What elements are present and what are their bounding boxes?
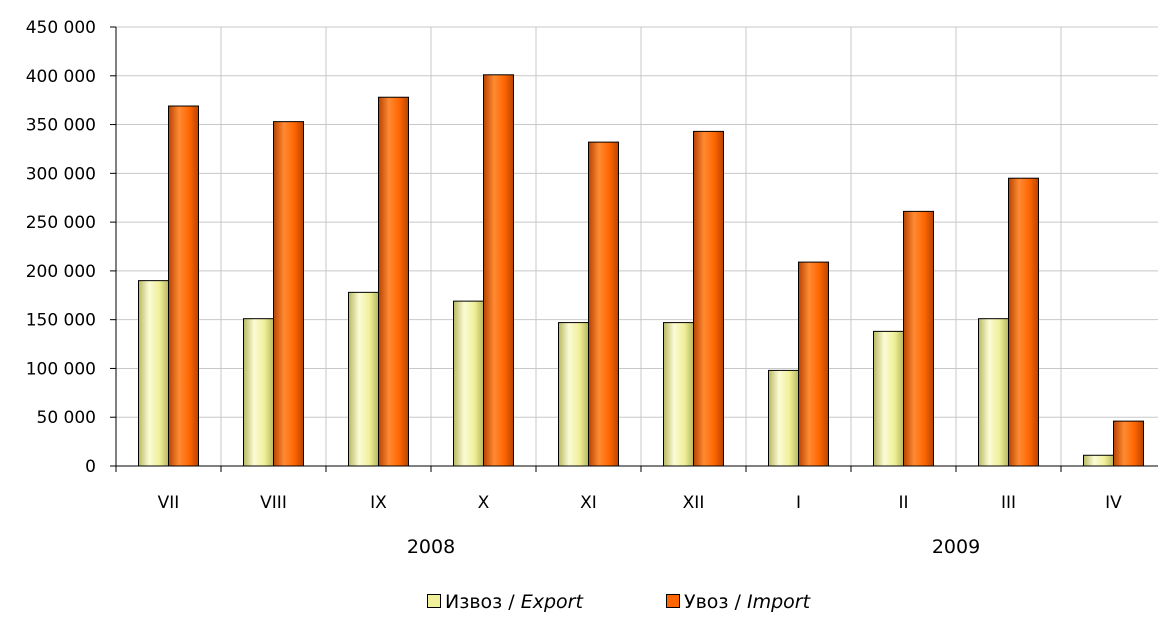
legend-label-import-sep: / [728,591,747,613]
bar-import-VIII [273,121,304,467]
x-tick-label: II [898,493,908,513]
axes [110,26,1158,472]
x-tick-label: XI [580,493,597,513]
y-tick-label: 50 000 [37,408,96,428]
legend-swatch-import [666,593,680,608]
y-tick-label: 450 000 [26,18,96,38]
bar-import-XI [588,141,619,467]
x-tick-label: VIII [260,493,287,513]
y-tick-label: 100 000 [26,359,96,379]
year-group-labels: 2008 2009 [407,536,980,558]
legend-item-import: Увоз / Import [666,591,810,613]
legend: Извоз / Export Увоз / Import [0,591,1158,613]
bar-export-XII [663,322,694,467]
bar-export-II [873,330,904,467]
bar-import-VII [168,105,199,467]
bar-export-IX [348,291,379,467]
legend-item-export: Извоз / Export [427,591,583,613]
bar-export-I [768,369,799,467]
x-tick-label: III [1001,493,1016,513]
y-axis-ticks: 0 50 000 100 000 150 000 200 000 250 000 300 0… [26,18,96,477]
x-tick-label: XII [683,493,705,513]
bar-import-III [1008,177,1039,467]
x-axis-ticks: VII VIII IX X XI XII I II III IV [158,493,1123,513]
bar-export-IV [1083,454,1114,467]
legend-label-export-plain: Извоз [445,591,503,613]
x-tick-label: X [478,493,490,513]
bar-import-XII [693,130,724,467]
y-tick-label: 300 000 [26,164,96,184]
bar-import-II [903,210,934,467]
bar-import-X [483,74,514,467]
bars [138,74,1144,467]
legend-label-import-en: Import [747,591,811,613]
y-tick-label: 350 000 [26,116,96,136]
x-tick-label: I [796,493,801,513]
y-tick-label: 400 000 [26,67,96,87]
year-group-label: 2009 [932,536,980,558]
legend-label-export-en: Export [520,591,583,613]
bar-import-IV [1113,420,1144,467]
bar-export-X [453,300,484,467]
bar-export-III [978,318,1009,467]
bar-export-VIII [243,318,274,467]
legend-swatch-export [427,593,441,608]
bar-import-IX [378,96,409,467]
x-tick-label: IX [370,493,387,513]
bar-export-XI [558,322,589,467]
legend-label-export-sep: / [502,591,521,613]
bar-export-VII [138,280,169,467]
x-tick-label: VII [158,493,180,513]
x-tick-label: IV [1105,493,1122,513]
y-tick-label: 0 [85,457,96,477]
y-tick-label: 150 000 [26,311,96,331]
legend-label-import-plain: Увоз [684,591,729,613]
y-tick-label: 250 000 [26,213,96,233]
year-group-label: 2008 [407,536,455,558]
y-tick-label: 200 000 [26,262,96,282]
bar-import-I [798,261,829,467]
